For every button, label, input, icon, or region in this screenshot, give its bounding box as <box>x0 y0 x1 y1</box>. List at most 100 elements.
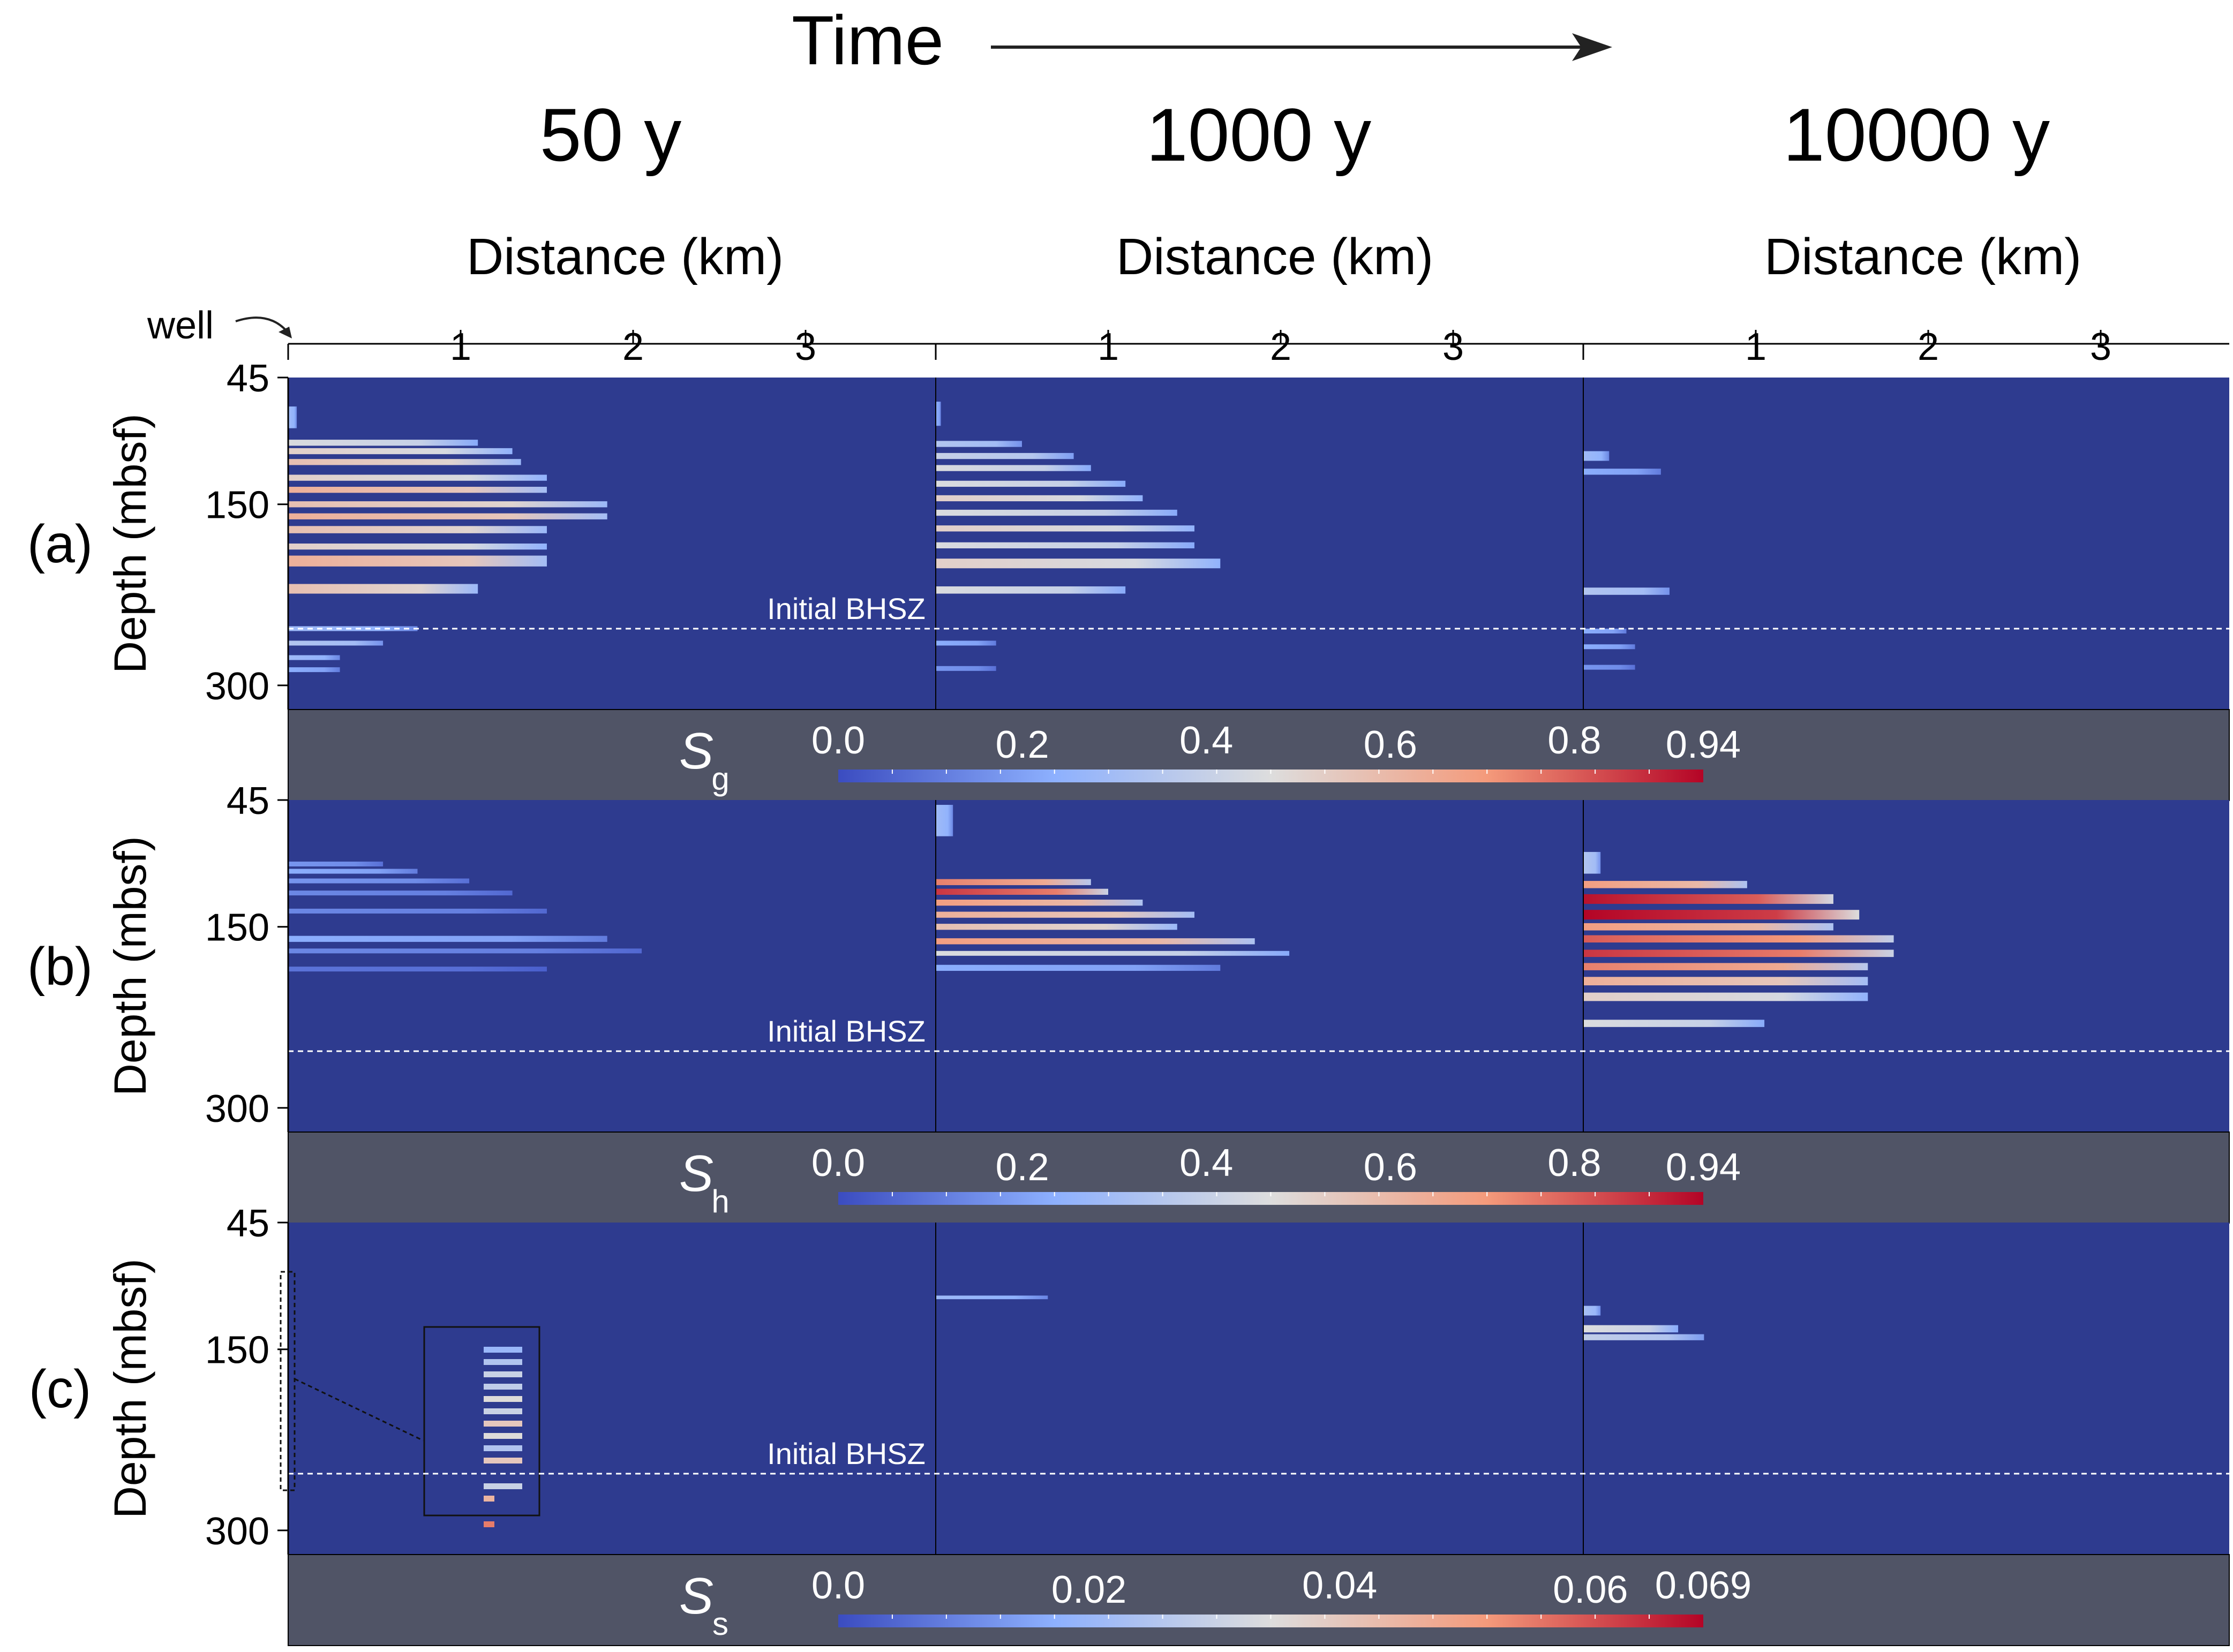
saturation-band <box>936 805 953 836</box>
colorbar-symbol: S <box>679 722 713 780</box>
inset-band <box>484 1359 522 1365</box>
saturation-band <box>1583 1306 1601 1316</box>
panel-tag: (b) <box>27 937 93 997</box>
colorbar-tick-label: 0.2 <box>996 1146 1049 1189</box>
colorbar-tick-label: 0.6 <box>1364 723 1417 766</box>
saturation-band <box>1583 628 1627 633</box>
panel-tag: (a) <box>27 514 93 574</box>
saturation-band <box>936 525 1194 532</box>
panel-rows: Initial BHSZ 45 150 300 Depth (mbsf) (a) 0.0 0.… <box>27 357 2230 1646</box>
x-tick-label: 1 <box>1745 326 1766 368</box>
saturation-band <box>288 626 418 631</box>
saturation-band <box>1583 451 1610 461</box>
saturation-band <box>288 513 607 519</box>
y-tick-label: 300 <box>205 665 269 708</box>
saturation-band <box>288 459 521 465</box>
y-tick-label: 45 <box>227 1202 269 1245</box>
colorbar-tick-label: 0.069 <box>1655 1564 1751 1607</box>
saturation-band <box>1583 910 1860 920</box>
time-label: Time <box>792 1 944 79</box>
saturation-band <box>288 655 340 660</box>
bhsz-label: Initial BHSZ <box>767 1014 926 1048</box>
saturation-band <box>1583 1020 1765 1027</box>
saturation-band <box>288 936 607 942</box>
saturation-band <box>936 441 1022 447</box>
saturation-band <box>288 448 513 455</box>
row-a: Initial BHSZ 45 150 300 Depth (mbsf)(a) 0.0 0.… <box>27 357 2230 801</box>
saturation-band <box>1583 923 1833 931</box>
inset-band <box>484 1408 522 1414</box>
saturation-band <box>936 1295 1048 1300</box>
saturation-band <box>1583 469 1661 475</box>
saturation-band <box>936 879 1091 885</box>
colorbar-subscript: s <box>712 1606 728 1642</box>
well-arrow-head <box>279 327 292 338</box>
bhsz-label: Initial BHSZ <box>767 1437 926 1470</box>
colorbar-tick-label: 0.6 <box>1364 1146 1417 1189</box>
colorbar-tick-label: 0.0 <box>811 1564 865 1607</box>
plot-area-c <box>288 1223 2229 1555</box>
colorbar-tick-label: 0.0 <box>811 1142 865 1185</box>
saturation-band <box>288 526 547 533</box>
saturation-band <box>288 891 513 896</box>
x-tick-label: 3 <box>1442 326 1464 368</box>
colorbar-tick-label: 0.8 <box>1547 1142 1601 1185</box>
inset-band <box>484 1371 522 1377</box>
y-tick-label: 150 <box>205 1329 269 1372</box>
saturation-band <box>288 474 547 481</box>
top-axis: 1 2 3 1 2 3 1 2 3 <box>287 326 2229 368</box>
inset-band <box>484 1483 522 1489</box>
saturation-band <box>288 487 547 493</box>
y-tick-label: 150 <box>205 484 269 527</box>
saturation-band <box>1583 977 1868 986</box>
colorbar-subscript: h <box>711 1183 729 1219</box>
saturation-band <box>936 452 1074 459</box>
saturation-band <box>936 900 1143 906</box>
x-tick-label: 2 <box>1918 326 1939 368</box>
saturation-band <box>936 951 1290 956</box>
saturation-band <box>288 878 470 884</box>
colorbar-panel <box>288 1131 2230 1224</box>
y-tick-label: 150 <box>205 907 269 949</box>
colorbar-tick-label: 0.4 <box>1179 719 1233 762</box>
colorbar-tick-label: 0.4 <box>1179 1142 1233 1185</box>
inset-band <box>484 1433 522 1439</box>
x-tick-label: 1 <box>450 326 471 368</box>
x-tick-label: 2 <box>622 326 644 368</box>
saturation-band <box>936 480 1126 487</box>
x-tick-label: 3 <box>2090 326 2111 368</box>
bhsz-label: Initial BHSZ <box>767 592 926 625</box>
colorbar-subscript: g <box>711 761 729 797</box>
y-axis-label: Depth (mbsf) <box>105 1258 155 1518</box>
x-tick-label: 1 <box>1097 326 1119 368</box>
x-axis-label-col1: Distance (km) <box>467 228 784 285</box>
saturation-band <box>936 586 1126 594</box>
x-tick-label: 3 <box>795 326 816 368</box>
y-tick-label: 45 <box>227 780 269 823</box>
saturation-band <box>1583 992 1868 1001</box>
row-c: Initial BHSZ 45 150 300 Depth (mbsf) (c) 0.0 0.… <box>29 1202 2230 1646</box>
inset-band <box>484 1445 522 1451</box>
saturation-band <box>1583 1334 1704 1340</box>
saturation-band <box>936 465 1091 471</box>
colorbar-symbol: S <box>679 1567 713 1625</box>
saturation-band <box>936 924 1177 930</box>
y-axis-label: Depth (mbsf) <box>105 836 155 1096</box>
colorbar-tick-label: 0.8 <box>1547 719 1601 762</box>
saturation-band <box>288 584 478 594</box>
saturation-band <box>288 640 384 646</box>
colorbar-panel <box>288 1554 2230 1646</box>
saturation-band <box>288 967 547 972</box>
inset-band <box>484 1384 522 1390</box>
saturation-band <box>1583 665 1635 670</box>
time-arrow-head <box>1572 33 1612 61</box>
saturation-band <box>288 861 384 866</box>
saturation-band <box>936 495 1143 502</box>
saturation-band <box>936 542 1194 549</box>
y-tick-label: 300 <box>205 1510 269 1553</box>
column-title-1000y: 1000 y <box>1146 93 1371 177</box>
column-title-10000y: 10000 y <box>1783 93 2050 177</box>
x-tick-label: 2 <box>1270 326 1291 368</box>
saturation-band <box>288 908 547 914</box>
saturation-band <box>936 964 1221 971</box>
